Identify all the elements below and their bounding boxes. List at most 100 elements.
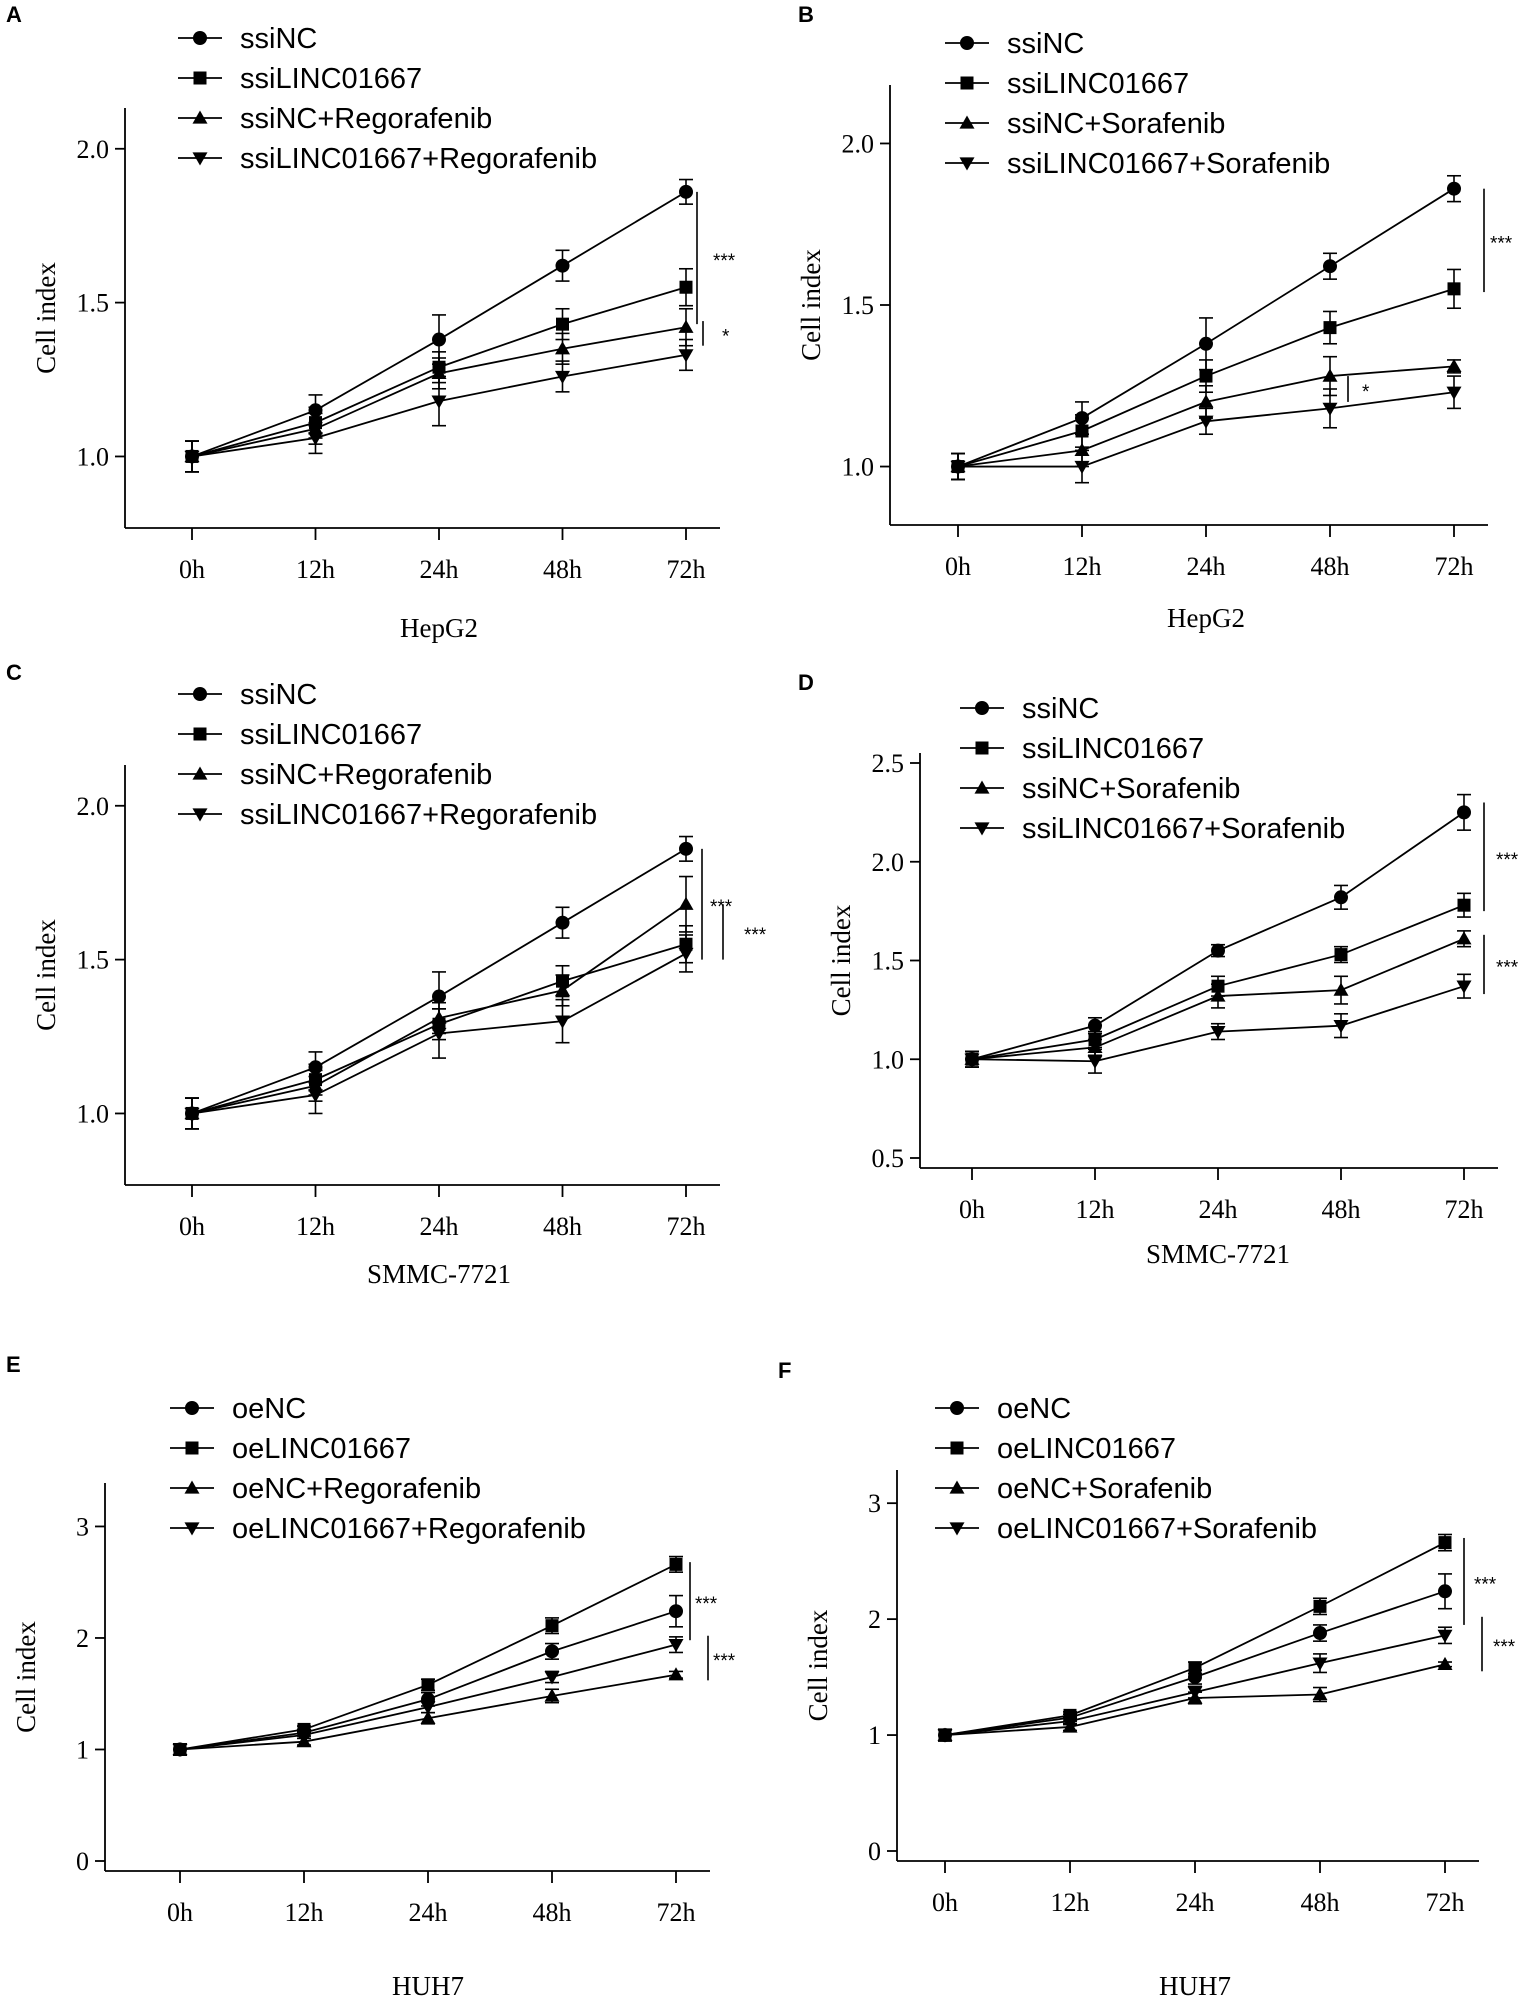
- panel-d-data-point: [1456, 931, 1472, 945]
- panel-b-legend-label: ssiLINC01667+Sorafenib: [1007, 148, 1330, 180]
- panel-f-y-tick-label: 3: [868, 1489, 881, 1518]
- panel-f-data-point: [1312, 1686, 1328, 1701]
- panel-f-series-line: [944, 1634, 1446, 1736]
- panel-a-letter: A: [6, 2, 22, 27]
- panel-d-y-tick-label: 0.5: [872, 1144, 905, 1173]
- panel-f-data-point: [1437, 1629, 1453, 1643]
- panel-f-data-point: [1438, 1536, 1452, 1550]
- panel-c-legend-marker: [193, 727, 207, 741]
- panel-f-series-2: [938, 1533, 1452, 1742]
- panel-b-data-point: [1322, 368, 1338, 382]
- panel-b-series-2: [951, 268, 1461, 481]
- panel-e-data-point: [668, 1639, 684, 1653]
- panel-f-data-point: [1312, 1657, 1328, 1671]
- panel-d-y-tick-label: 2.5: [872, 749, 905, 778]
- panel-d-y-tick-label: 2.0: [872, 848, 905, 877]
- panel-f-series-4: [937, 1626, 1453, 1743]
- panel-e-legend-marker: [185, 1441, 199, 1455]
- panel-c-series-1: [185, 835, 693, 1130]
- panel-e: E 0 1 2 3 0h 12h 24h 48h 72h Cell index HUH7 oeNC oeL…: [6, 1352, 736, 2001]
- panel-b-data-point: [1322, 402, 1338, 416]
- panel-b-legend-marker: [960, 76, 974, 90]
- panel-c-data-point: [432, 989, 446, 1004]
- panel-e-y-axis-title: Cell index: [11, 1621, 41, 1733]
- panel-a-legend-label: ssiNC+Regorafenib: [240, 103, 492, 135]
- panel-c-legend-entry: ssiLINC01667+Regorafenib: [178, 799, 597, 831]
- panel-b-x-tick-label: 24h: [1187, 552, 1226, 581]
- panel-d-data-point: [1087, 1055, 1103, 1069]
- panel-e-x-tick-label: 72h: [657, 1898, 696, 1927]
- panel-e-data-point: [669, 1557, 683, 1571]
- panel-f-legend-entry: oeLINC01667+Sorafenib: [935, 1513, 1317, 1545]
- panel-d-significance-label: ***: [1496, 850, 1519, 871]
- panel-a-legend-marker: [192, 152, 208, 166]
- panel-c-y-tick-label: 2.0: [77, 792, 110, 821]
- panel-b-x-axis-title: HepG2: [1167, 603, 1245, 633]
- panel-b-legend-label: ssiNC: [1007, 28, 1084, 60]
- panel-b-data-point: [1198, 415, 1214, 429]
- panel-d-x-axis-title: SMMC-7721: [1146, 1239, 1290, 1269]
- panel-b-x-tick-label: 0h: [945, 552, 971, 581]
- panel-d-y-tick-label: 1.0: [872, 1045, 905, 1074]
- panel-a-series-4: [184, 338, 694, 473]
- panel-d-data-point: [1088, 1018, 1102, 1033]
- panel-e-data-point: [544, 1671, 560, 1685]
- panel-c-x-tick-label: 48h: [543, 1212, 582, 1241]
- panel-e-significance-label: ***: [713, 1651, 736, 1672]
- panel-a-y-axis-title: Cell index: [31, 262, 61, 374]
- panel-b-data-point: [1074, 442, 1090, 457]
- panel-e-legend-label: oeNC+Regorafenib: [232, 1473, 481, 1505]
- panel-c-x-tick-label: 72h: [667, 1212, 706, 1241]
- panel-d-series-line: [971, 811, 1465, 1061]
- panel-c-data-point: [555, 1015, 570, 1029]
- panel-a-legend-label: ssiLINC01667+Regorafenib: [240, 143, 597, 175]
- panel-a-data-point: [184, 450, 200, 464]
- panel-d-data-point: [1333, 1020, 1349, 1034]
- panel-b-data-point: [1447, 282, 1461, 296]
- panel-b-legend-entry: ssiLINC01667: [945, 68, 1189, 100]
- panel-a-legend-marker: [193, 71, 207, 85]
- panel-b-legend-entry: ssiNC: [945, 28, 1084, 60]
- panel-f-data-point: [1313, 1626, 1327, 1641]
- panel-d-data-point: [1457, 898, 1471, 912]
- panel-d-data-point: [1210, 988, 1226, 1002]
- panel-b-y-tick-label: 1.0: [842, 453, 875, 482]
- panel-c-legend-marker: [193, 687, 207, 701]
- panel-b-significance-label: ***: [1490, 233, 1513, 254]
- panel-c-data-point: [555, 982, 570, 997]
- panel-a-y-tick-label: 1.5: [77, 289, 110, 318]
- panel-e-data-point: [420, 1701, 436, 1715]
- panel-a-data-point: [556, 317, 569, 331]
- panel-f-data-point: [1437, 1656, 1453, 1670]
- panel-e-x-tick-label: 0h: [167, 1898, 193, 1927]
- panel-f-series-1: [938, 1573, 1452, 1743]
- panel-e-legend-label: oeLINC01667+Regorafenib: [232, 1513, 586, 1545]
- panel-b-y-tick-label: 1.5: [842, 291, 875, 320]
- panel-e-y-tick-label: 3: [76, 1512, 89, 1541]
- panel-c-y-axis-title: Cell index: [31, 919, 61, 1031]
- panel-e-letter: E: [6, 1352, 21, 1377]
- panel-f-data-point: [937, 1729, 953, 1743]
- panel-b-y-tick-label: 2.0: [842, 129, 875, 158]
- panel-e-x-axis-title: HUH7: [392, 1971, 464, 2001]
- panel-a-data-point: [432, 332, 446, 347]
- panel-e-legend-marker: [185, 1401, 199, 1415]
- panel-f-legend-entry: oeNC: [935, 1393, 1071, 1425]
- panel-b-legend-label: ssiLINC01667: [1007, 68, 1189, 100]
- panel-e-series-4: [172, 1636, 684, 1757]
- panel-b-y-axis-title: Cell index: [796, 249, 826, 361]
- panel-c-legend-marker: [192, 808, 208, 822]
- panel-c-legend-label: ssiLINC01667+Regorafenib: [240, 799, 597, 831]
- panel-c-letter: C: [6, 660, 22, 685]
- panel-b-data-point: [1446, 386, 1462, 400]
- panel-a-data-point: [555, 370, 570, 384]
- panel-b: B 1.0 1.5 2.0 0h 12h 24h 48h 72h Cell index HepG2 s…: [796, 2, 1513, 633]
- panel-e-legend-label: oeLINC01667: [232, 1433, 411, 1465]
- panel-f-x-tick-label: 12h: [1051, 1888, 1090, 1917]
- panel-c-legend-entry: ssiLINC01667: [178, 719, 422, 751]
- panel-f-data-point: [1438, 1584, 1452, 1599]
- panel-e-legend-label: oeNC: [232, 1393, 306, 1425]
- panel-c-x-tick-label: 0h: [179, 1212, 205, 1241]
- panel-a-data-point: [678, 349, 694, 363]
